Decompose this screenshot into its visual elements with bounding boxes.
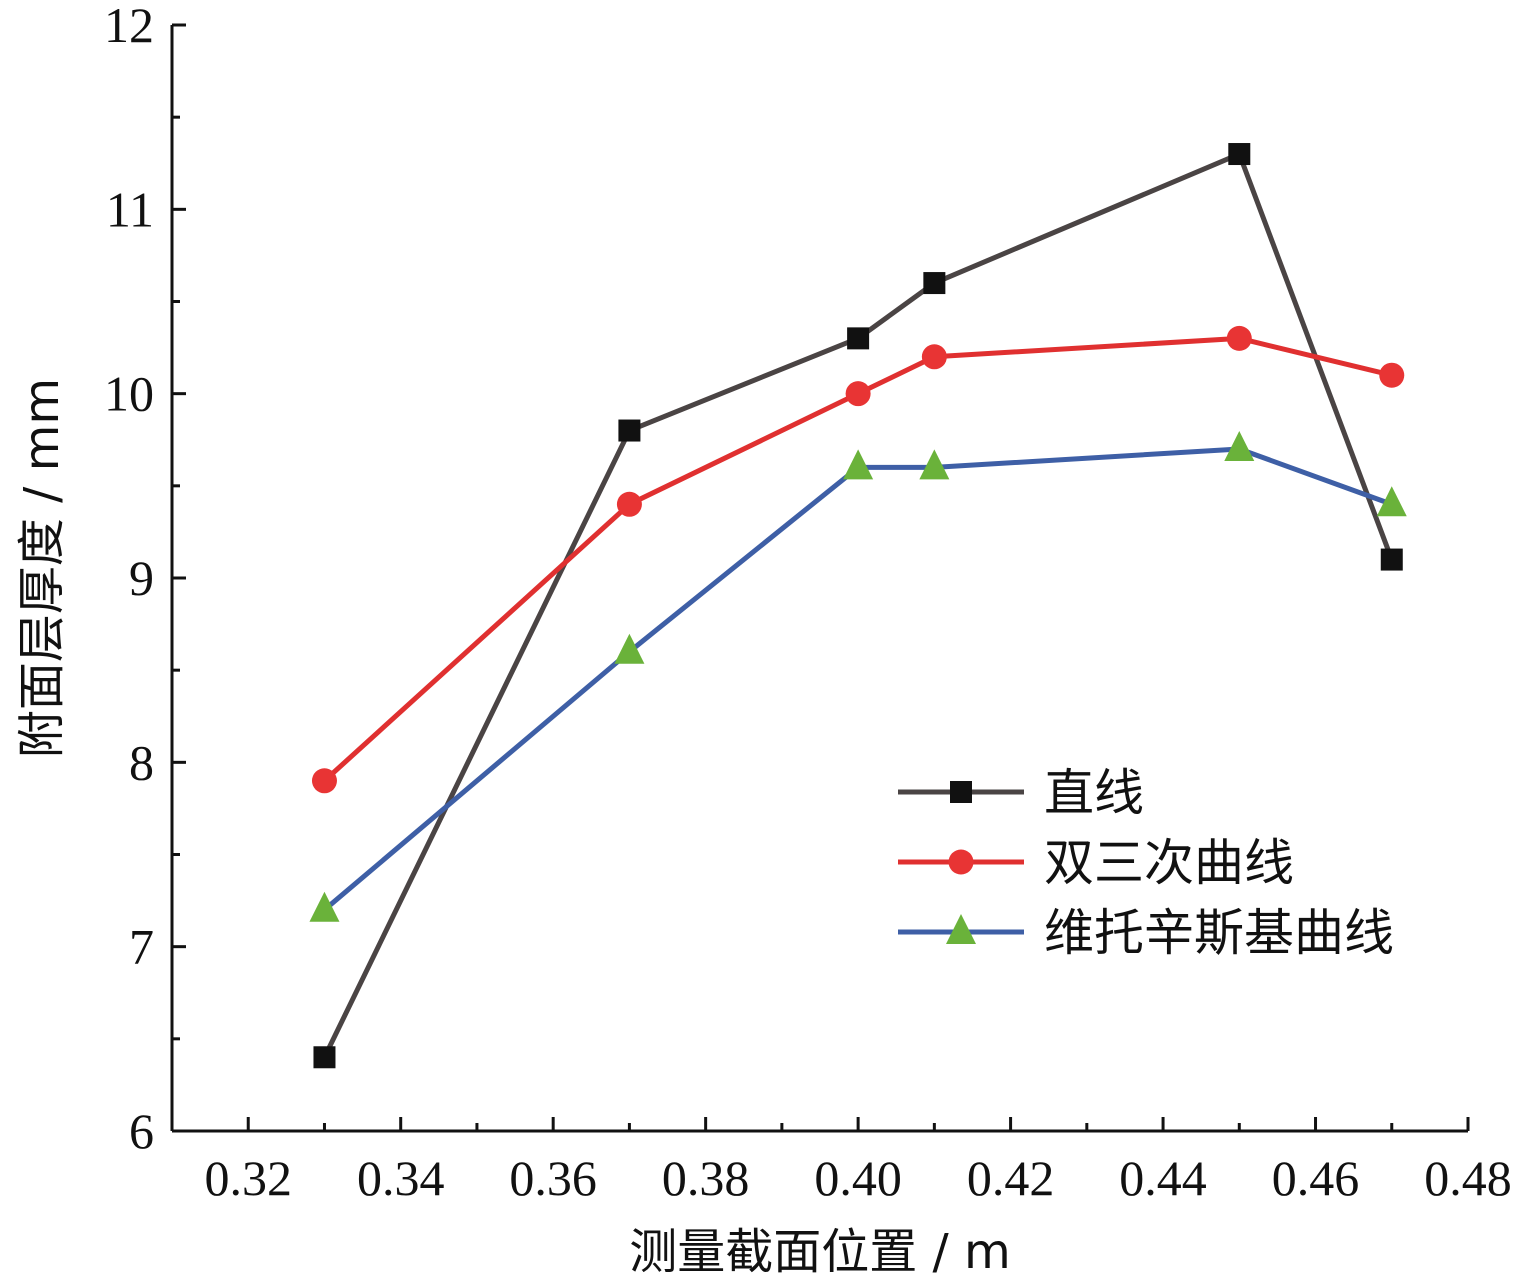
x-tick-label: 0.36 bbox=[509, 1150, 597, 1206]
y-tick-label: 12 bbox=[104, 0, 154, 53]
series-layer bbox=[309, 143, 1407, 1069]
series-line bbox=[322, 151, 1395, 1059]
data-point bbox=[1376, 486, 1407, 517]
legend-marker bbox=[946, 914, 976, 944]
x-tick-label: 0.42 bbox=[967, 1150, 1055, 1206]
series-2 bbox=[311, 325, 1405, 794]
legend-label: 维托辛斯基曲线 bbox=[1044, 904, 1394, 962]
data-point bbox=[919, 449, 950, 480]
x-axis-title: 测量截面位置 / m bbox=[629, 1224, 1010, 1280]
x-tick-label: 0.44 bbox=[1119, 1150, 1207, 1206]
y-tick-label: 10 bbox=[104, 366, 154, 422]
data-point bbox=[614, 633, 645, 664]
data-point bbox=[618, 419, 641, 442]
y-tick-label: 7 bbox=[129, 919, 154, 975]
x-tick-label: 0.34 bbox=[357, 1150, 445, 1206]
legend-label: 直线 bbox=[1044, 764, 1144, 822]
x-tick-label: 0.48 bbox=[1424, 1150, 1512, 1206]
data-point bbox=[1224, 430, 1255, 461]
data-point bbox=[313, 1046, 336, 1069]
data-point bbox=[1379, 362, 1405, 388]
data-point bbox=[1228, 143, 1251, 166]
legend-marker bbox=[948, 849, 974, 875]
data-point bbox=[311, 768, 337, 794]
series-3 bbox=[309, 430, 1407, 922]
data-point bbox=[843, 449, 874, 480]
y-tick-label: 11 bbox=[106, 181, 154, 237]
legend-marker bbox=[950, 781, 972, 803]
data-point bbox=[923, 272, 946, 295]
y-tick-label: 9 bbox=[129, 550, 154, 606]
data-point bbox=[845, 381, 871, 407]
ticks: 6 7 8 9 10 11 12 0.32 0.34 0.36 0.38 0.40 0.42 0.44 0.… bbox=[104, 0, 1512, 1206]
series-line bbox=[322, 335, 1393, 783]
series-1 bbox=[313, 143, 1403, 1069]
data-point bbox=[1380, 548, 1403, 571]
x-tick-label: 0.32 bbox=[204, 1150, 292, 1206]
data-point bbox=[309, 891, 340, 922]
legend-item: 维托辛斯基曲线 bbox=[898, 904, 1394, 962]
data-point bbox=[1226, 325, 1252, 351]
x-tick-label: 0.46 bbox=[1272, 1150, 1360, 1206]
legend-item: 直线 bbox=[898, 764, 1144, 822]
legend-label: 双三次曲线 bbox=[1044, 834, 1294, 892]
data-point bbox=[616, 491, 642, 517]
y-axis-title: 附面层厚度 / mm bbox=[14, 378, 70, 758]
axes bbox=[170, 25, 1468, 1133]
x-tick-label: 0.38 bbox=[662, 1150, 750, 1206]
series-line bbox=[322, 446, 1393, 912]
y-tick-label: 6 bbox=[129, 1103, 154, 1159]
x-tick-label: 0.40 bbox=[814, 1150, 902, 1206]
legend-item: 双三次曲线 bbox=[898, 834, 1294, 892]
y-tick-label: 8 bbox=[129, 734, 154, 790]
data-point bbox=[847, 327, 870, 350]
data-point bbox=[921, 344, 947, 370]
